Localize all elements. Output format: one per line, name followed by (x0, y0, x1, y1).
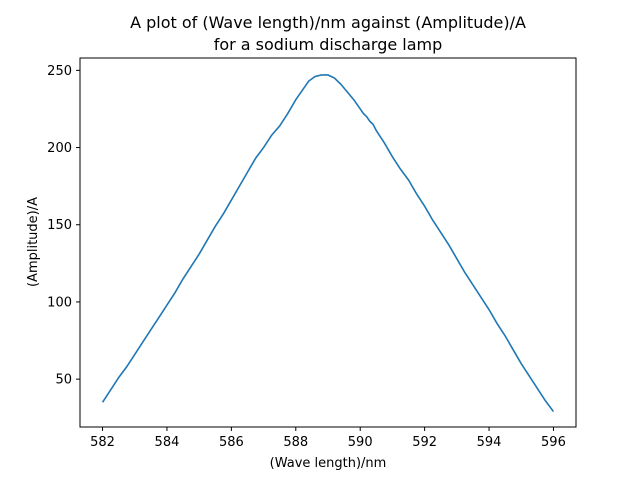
y-tick-label: 50 (55, 373, 72, 388)
x-tick-label: 586 (219, 435, 244, 450)
y-axis-label: (Amplitude)/A (26, 197, 41, 287)
y-tick-label: 150 (47, 218, 72, 233)
chart-title-line-1: A plot of (Wave length)/nm against (Ampl… (130, 13, 526, 32)
x-axis: 582 584 586 588 590 592 594 596 (90, 427, 566, 450)
x-tick-label: 594 (477, 435, 502, 450)
y-tick-label: 250 (47, 64, 72, 79)
x-tick-label: 590 (348, 435, 373, 450)
chart-title-line-2: for a sodium discharge lamp (214, 35, 443, 54)
y-axis: 50 100 150 200 250 (47, 64, 80, 388)
y-tick-label: 100 (47, 295, 72, 310)
x-tick-label: 582 (90, 435, 115, 450)
x-tick-label: 596 (541, 435, 566, 450)
x-axis-label: (Wave length)/nm (270, 456, 387, 471)
amplitude-series-line (101, 74, 555, 413)
plot-area-frame (79, 57, 577, 428)
x-tick-label: 588 (283, 435, 308, 450)
x-tick-label: 592 (412, 435, 437, 450)
y-tick-label: 200 (47, 141, 72, 156)
x-tick-label: 584 (155, 435, 180, 450)
